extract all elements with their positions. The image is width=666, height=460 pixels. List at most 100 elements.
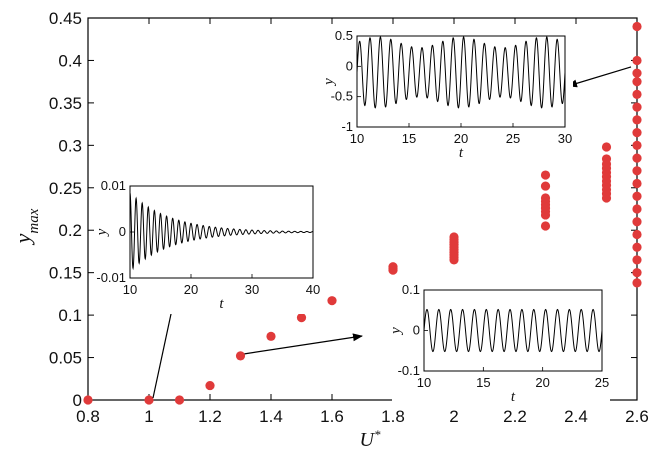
x-tick-label: 2.2 [503, 407, 527, 426]
inset-frame [129, 185, 314, 279]
inset-signal-line [129, 192, 313, 271]
inset-x-tick-label: 25 [506, 131, 520, 146]
inset-y-tick-label: -0.1 [398, 363, 420, 378]
inset-signal-line [356, 36, 566, 109]
inset-x-tick-label: 30 [558, 131, 572, 146]
y-tick-label: 0.25 [49, 179, 82, 198]
inset-y-tick-label: -1 [341, 119, 353, 134]
inset-arrow [567, 66, 632, 88]
y-tick-label: 0.1 [58, 306, 82, 325]
data-point [632, 229, 642, 240]
inset-x-tick-label: 15 [402, 131, 416, 146]
data-point [540, 181, 551, 191]
inset-y-tick-label: 0 [346, 58, 353, 73]
inset-y-tick-label: 0.01 [101, 178, 126, 193]
data-point [632, 140, 642, 150]
data-point [540, 170, 551, 180]
y-tick-label: 0.4 [58, 51, 82, 70]
inset-x-tick-label: 10 [350, 131, 364, 146]
data-point [327, 296, 337, 306]
y-tick-label: 0.35 [49, 94, 82, 113]
data-point [632, 115, 642, 125]
x-tick-label: 2 [449, 407, 458, 426]
data-point [632, 21, 642, 32]
inset-signal-line [423, 308, 603, 353]
inset-y-tick-label: 0.1 [402, 282, 420, 297]
inset-x-tick-label: 20 [184, 282, 198, 297]
data-point [632, 255, 642, 265]
inset-1: 10 20 30 40 -0.01 0 0.01 t y [94, 178, 321, 314]
y-tick-label: 0.15 [49, 264, 82, 283]
data-point [601, 142, 612, 152]
data-point [632, 55, 642, 66]
inset-x-label: t [511, 389, 516, 405]
data-point [601, 154, 612, 164]
insets: 10 20 30 40 -0.01 0 0.01 t y 10 15 20 25 30 -1 -0.5 0 0.5… [94, 28, 610, 407]
data-point [632, 68, 642, 78]
x-axis-label: U* [360, 427, 381, 452]
inset-y-tick-label: 0 [119, 224, 126, 239]
data-point [632, 128, 642, 138]
data-point [449, 232, 459, 242]
inset-y-tick-label: -0.01 [96, 270, 126, 285]
data-point [632, 178, 642, 189]
inset-3: 10 15 20 25 -0.1 0 0.1 t y [388, 282, 610, 407]
data-point [144, 395, 154, 405]
inset-arrow [152, 299, 177, 399]
y-tick-label: 0.45 [49, 9, 82, 28]
inset-x-tick-label: 25 [595, 375, 609, 390]
x-tick-label: 1.8 [381, 407, 405, 426]
y-axis-label: ymax [10, 208, 42, 245]
inset-y-label: y [94, 228, 110, 237]
inset-y-tick-label: -0.5 [331, 89, 353, 104]
data-point [632, 217, 642, 227]
data-point [632, 89, 642, 99]
inset-x-label: t [459, 145, 464, 161]
y-tick-label: 0.3 [58, 136, 82, 155]
inset-x-tick-label: 10 [417, 375, 431, 390]
data-point [632, 191, 642, 201]
data-point [174, 395, 185, 405]
x-tick-label: 1.2 [198, 407, 222, 426]
inset-x-label: t [219, 296, 224, 312]
data-point [296, 313, 307, 323]
inset-x-tick-label: 10 [123, 282, 137, 297]
inset-y-label: y [388, 327, 404, 336]
inset-y-label: y [321, 78, 337, 87]
data-point [540, 193, 551, 203]
x-tick-label: 2.6 [625, 407, 649, 426]
data-point [235, 351, 246, 361]
main-axes: 0.8 1 1.2 1.4 1.6 1.8 2 2.2 2.4 2.6 0 0.05 0.1 0.15 0.… [49, 9, 649, 426]
x-tick-label: 2.4 [564, 407, 588, 426]
inset-arrow [244, 333, 363, 355]
inset-y-tick-label: 0 [413, 323, 420, 338]
x-tick-label: 1.4 [259, 407, 283, 426]
data-point [632, 166, 642, 176]
y-tick-label: 0 [73, 391, 82, 410]
data-point [388, 262, 398, 272]
data-point [632, 153, 642, 163]
data-point [205, 380, 215, 391]
data-point [632, 102, 642, 112]
data-point [83, 395, 93, 405]
inset-x-tick-label: 20 [535, 375, 549, 390]
x-tick-label: 1.6 [320, 407, 344, 426]
data-point [266, 331, 276, 341]
data-points [83, 21, 642, 405]
data-point [632, 278, 642, 288]
x-tick-label: 0.8 [76, 407, 100, 426]
inset-x-tick-label: 20 [454, 131, 468, 146]
data-point [632, 204, 642, 214]
inset-x-tick-label: 15 [476, 375, 490, 390]
data-point [632, 242, 642, 252]
x-tick-label: 1 [144, 407, 153, 426]
data-point [540, 221, 551, 231]
inset-x-tick-label: 30 [245, 282, 259, 297]
y-tick-label: 0.2 [58, 221, 82, 240]
inset-y-tick-label: 0.5 [335, 28, 353, 43]
inset-2: 10 15 20 25 30 -1 -0.5 0 0.5 t y [321, 28, 573, 163]
inset-x-tick-label: 40 [306, 282, 320, 297]
data-point [632, 268, 642, 278]
inset-arrows [152, 66, 632, 399]
